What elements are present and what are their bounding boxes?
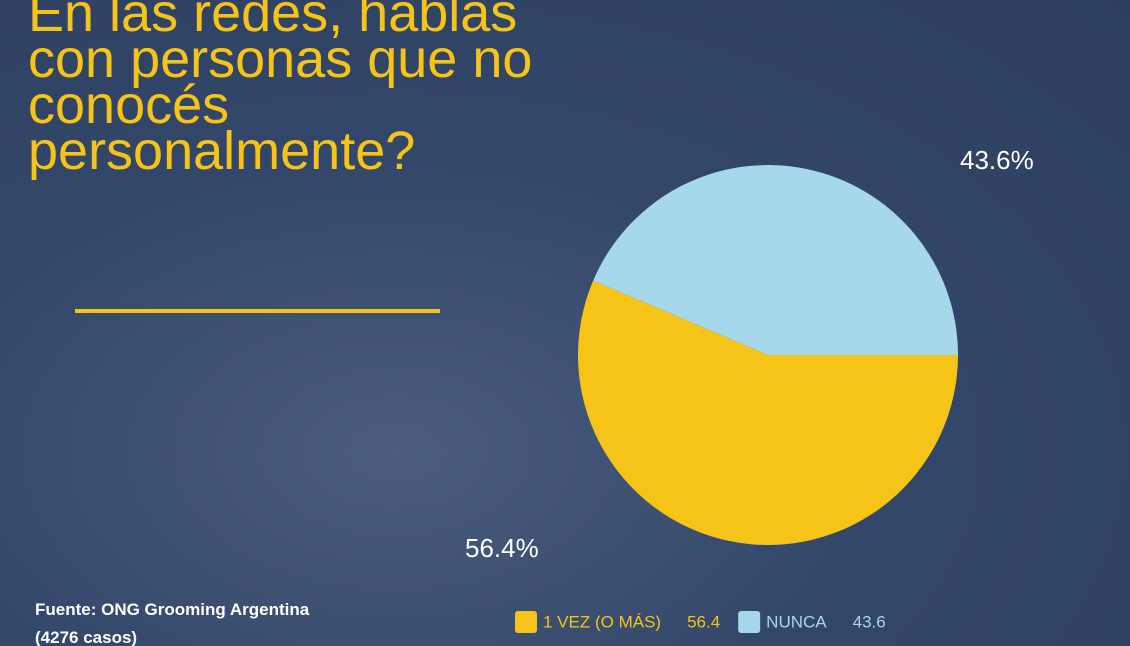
legend-label: 1 VEZ (O MÁS)	[543, 612, 661, 631]
legend-value: 43.6	[853, 612, 886, 631]
pie-slice	[578, 280, 958, 545]
legend-swatch	[515, 611, 537, 633]
value-label: 56.4%	[465, 533, 539, 563]
legend-swatch	[738, 611, 761, 633]
pie-slice	[593, 164, 958, 355]
legend-value: 56.4	[687, 612, 720, 631]
chart-title: En las redes, hablás con personas que no…	[28, 0, 533, 181]
legend-label: NUNCA	[766, 612, 827, 631]
source-note: Fuente: ONG Grooming Argentina (4276 cas…	[35, 600, 310, 646]
value-label: 43.6%	[960, 145, 1034, 175]
